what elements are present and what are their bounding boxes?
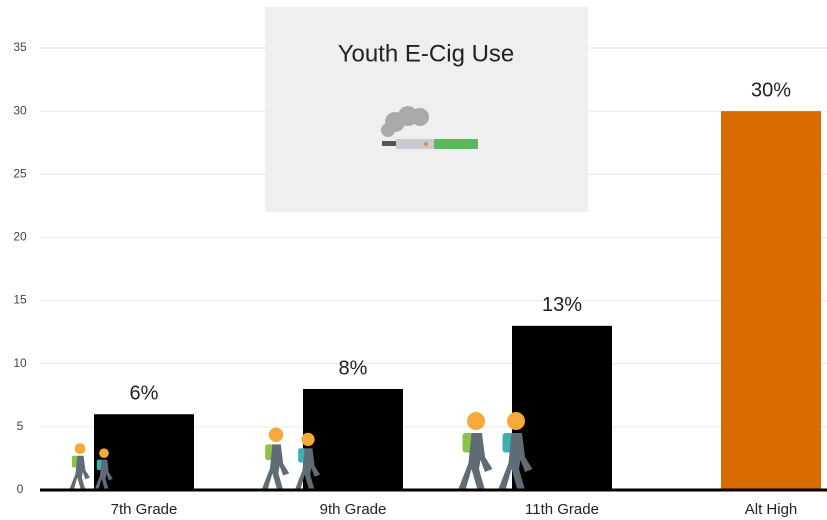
kid-head bbox=[301, 432, 315, 446]
value-label: 6% bbox=[130, 383, 159, 405]
kid-icon bbox=[69, 443, 90, 490]
y-tick-label: 15 bbox=[13, 293, 27, 307]
kid-body bbox=[69, 455, 90, 490]
x-tick-label: 11th Grade bbox=[525, 501, 599, 518]
kid-head bbox=[74, 443, 86, 454]
x-tick-label: 9th Grade bbox=[320, 501, 387, 518]
bar bbox=[512, 325, 612, 490]
value-label: 8% bbox=[339, 357, 368, 379]
kid-body bbox=[94, 459, 113, 490]
kid-icon bbox=[498, 412, 533, 490]
kid-head bbox=[99, 448, 109, 458]
bars bbox=[94, 111, 821, 491]
y-tick-label: 30 bbox=[13, 103, 27, 117]
kid-icon bbox=[261, 427, 290, 490]
x-tick-label: 7th Grade bbox=[111, 501, 178, 518]
y-tick-label: 20 bbox=[13, 230, 27, 244]
kid-head bbox=[467, 412, 485, 430]
y-tick-label: 25 bbox=[13, 166, 27, 180]
value-label: 13% bbox=[542, 294, 582, 316]
kid-body bbox=[294, 448, 321, 490]
kid-body bbox=[498, 433, 533, 490]
kid-icons bbox=[69, 412, 533, 490]
x-tick-label: Alt High bbox=[745, 501, 798, 518]
value-label: 30% bbox=[751, 79, 791, 101]
y-tick-label: 0 bbox=[17, 482, 24, 496]
kid-body bbox=[261, 444, 290, 490]
bar bbox=[721, 111, 821, 491]
bar bbox=[303, 388, 403, 490]
y-tick-label: 35 bbox=[13, 40, 27, 54]
y-tick-label: 5 bbox=[17, 419, 24, 433]
kid-icon bbox=[458, 412, 493, 490]
kid-icon bbox=[294, 432, 321, 490]
kid-body bbox=[458, 433, 493, 490]
y-tick-label: 10 bbox=[13, 356, 27, 370]
title-box bbox=[265, 7, 588, 212]
kid-head bbox=[268, 427, 284, 442]
chart-title: Youth E-Cig Use bbox=[338, 40, 515, 67]
ecig-icon bbox=[381, 106, 478, 149]
kid-icon bbox=[94, 448, 113, 490]
kid-head bbox=[507, 412, 525, 430]
